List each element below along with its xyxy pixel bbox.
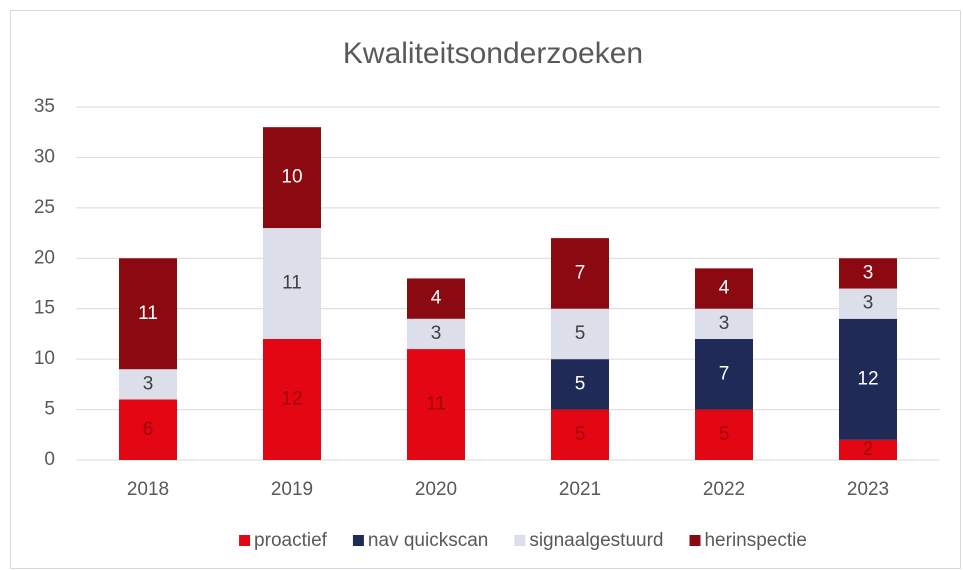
data-label: 11	[282, 273, 302, 294]
y-tick-label: 35	[34, 96, 55, 117]
x-tick-label: 2020	[415, 479, 457, 500]
data-label: 11	[138, 303, 158, 324]
y-tick-label: 5	[44, 399, 55, 420]
bar-segment	[839, 288, 897, 319]
bar-segment	[695, 308, 753, 339]
data-label: 3	[431, 323, 442, 344]
data-label: 12	[857, 368, 878, 389]
y-tick-label: 15	[34, 298, 55, 319]
x-tick-label: 2022	[703, 479, 745, 500]
legend-label: signaalgestuurd	[529, 530, 663, 551]
data-label: 3	[719, 313, 730, 334]
bar-segment	[551, 238, 609, 309]
data-label: 5	[575, 373, 586, 394]
legend-swatch	[239, 535, 251, 546]
y-tick-label: 10	[34, 348, 55, 369]
data-label: 7	[575, 262, 586, 283]
legend-swatch	[689, 535, 701, 546]
legend-label: nav quickscan	[368, 530, 488, 551]
data-label: 12	[281, 389, 302, 410]
bar-segment	[551, 359, 609, 410]
bar-segment	[695, 268, 753, 309]
data-label: 5	[575, 424, 586, 445]
x-tick-label: 2018	[127, 479, 169, 500]
bar-segment	[695, 409, 753, 460]
x-tick-label: 2023	[847, 479, 889, 500]
data-label: 3	[143, 373, 154, 394]
x-tick-label: 2021	[559, 479, 601, 500]
bar-segment	[407, 349, 465, 460]
data-label: 5	[719, 424, 730, 445]
data-label: 5	[575, 323, 586, 344]
legend-label: proactief	[254, 530, 328, 551]
bar-segment	[119, 258, 177, 370]
data-label: 10	[281, 167, 302, 188]
bar-segment	[119, 399, 177, 460]
bar-segment	[839, 439, 897, 460]
bar-segment	[551, 409, 609, 460]
data-label: 11	[426, 394, 446, 415]
y-tick-label: 20	[34, 247, 55, 268]
legend-swatch	[352, 535, 364, 546]
bar-segment	[263, 127, 321, 229]
legend-swatch	[514, 535, 526, 546]
y-tick-label: 0	[44, 449, 55, 470]
bar-segment	[551, 308, 609, 360]
bar-segment	[839, 258, 897, 289]
bar-segment	[695, 338, 753, 410]
x-tick-label: 2019	[271, 479, 313, 500]
bar-segment	[407, 318, 465, 350]
y-tick-label: 25	[34, 197, 55, 218]
data-label: 6	[143, 419, 154, 440]
bar-segment	[839, 318, 897, 440]
bar-segment	[407, 278, 465, 319]
data-label: 3	[863, 262, 874, 283]
bar-segment	[119, 369, 177, 400]
data-label: 2	[863, 439, 874, 460]
data-label: 7	[719, 363, 730, 384]
chart-title: Kwaliteitsonderzoeken	[343, 37, 643, 70]
legend-label: herinspectie	[704, 530, 806, 551]
y-tick-label: 30	[34, 146, 55, 167]
data-label: 3	[863, 293, 874, 314]
bar-segment	[263, 338, 321, 460]
data-label: 4	[719, 278, 730, 299]
data-label: 4	[431, 288, 442, 309]
bar-segment	[263, 228, 321, 339]
